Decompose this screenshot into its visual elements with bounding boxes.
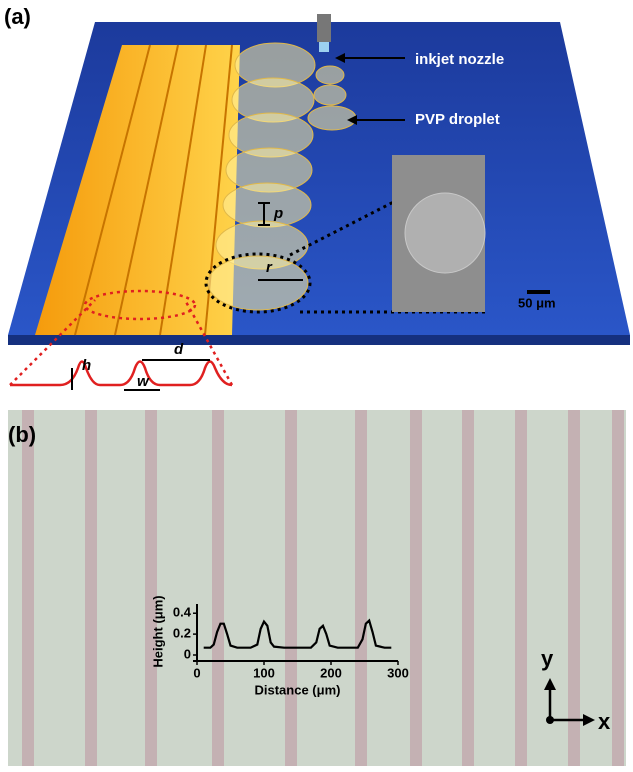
panel-label: (b) [8,422,36,447]
annotation: w [137,373,150,390]
panel-label: (a) [4,4,31,29]
y-tick-label: 0.2 [173,626,191,641]
figure: (a) inkjet nozzle PVP droplet p r 50 μm … [0,0,633,772]
annotation: inkjet nozzle [415,51,504,68]
annotation: h [82,357,91,374]
x-tick-label: 0 [193,665,200,680]
annotation: d [174,341,184,358]
y-tick-label: 0 [184,646,191,661]
axis-label: y [541,646,554,671]
y-axis-title: Height (μm) [150,595,165,667]
axis-label: x [598,709,611,734]
x-tick-label: 200 [320,665,342,680]
x-tick-label: 100 [253,665,275,680]
y-tick-label: 0.4 [173,605,192,620]
x-axis-title: Distance (μm) [255,682,341,697]
micrograph [8,410,626,766]
annotation: p [273,205,283,222]
scale-bar-label: 50 μm [518,295,556,310]
schematic [8,14,630,390]
x-tick-label: 300 [387,665,409,680]
annotation: PVP droplet [415,111,500,128]
